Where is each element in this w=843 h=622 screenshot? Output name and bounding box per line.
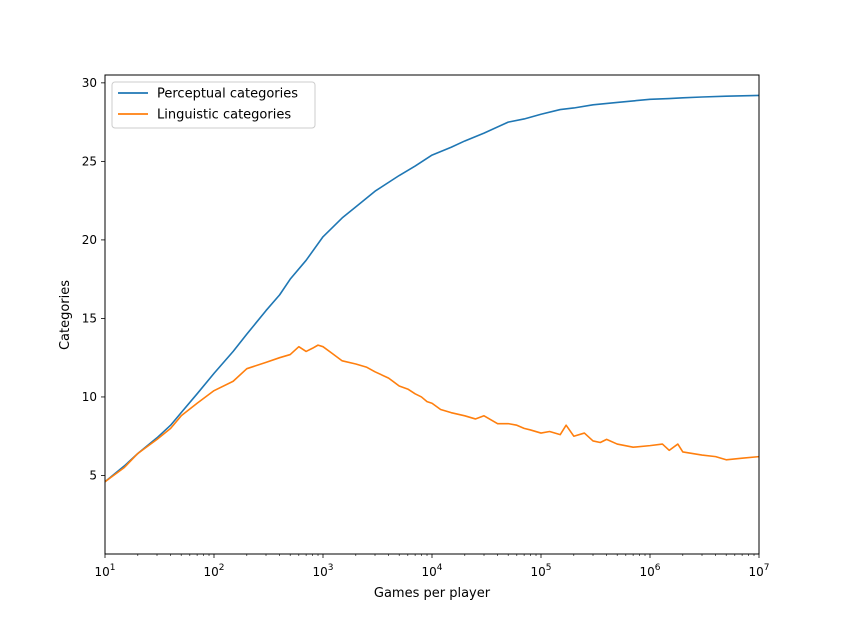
- y-axis-label: Categories: [58, 280, 73, 350]
- x-tick-label: 105: [530, 563, 551, 579]
- y-tick-label: 30: [82, 76, 97, 90]
- series-line-2: [104, 344, 760, 483]
- x-tick-label: 107: [748, 563, 769, 579]
- x-tick-label: 106: [639, 563, 660, 579]
- y-tick-label: 25: [82, 154, 97, 168]
- x-tick-label: 104: [421, 563, 442, 579]
- x-axis-ticks: 101 102 103 104 105 106 107: [94, 554, 770, 579]
- legend-label-1: Perceptual categories: [157, 87, 298, 102]
- y-tick-label: 10: [82, 390, 97, 404]
- y-tick-label: 20: [82, 233, 97, 247]
- series-line-1: [104, 94, 760, 483]
- series-layer: [104, 94, 760, 483]
- x-tick-label: 102: [203, 563, 224, 579]
- legend-label-2: Linguistic categories: [157, 108, 291, 123]
- y-tick-label: 15: [82, 311, 97, 325]
- x-tick-label: 101: [94, 563, 115, 579]
- legend: Perceptual categories Linguistic categori…: [111, 81, 316, 129]
- legend-box: [111, 81, 316, 129]
- x-tick-label: 103: [312, 563, 333, 579]
- x-axis-label: Games per player: [374, 586, 491, 601]
- y-tick-label: 5: [89, 468, 97, 482]
- y-axis-ticks: 5 10 15 20 25 30: [82, 76, 105, 482]
